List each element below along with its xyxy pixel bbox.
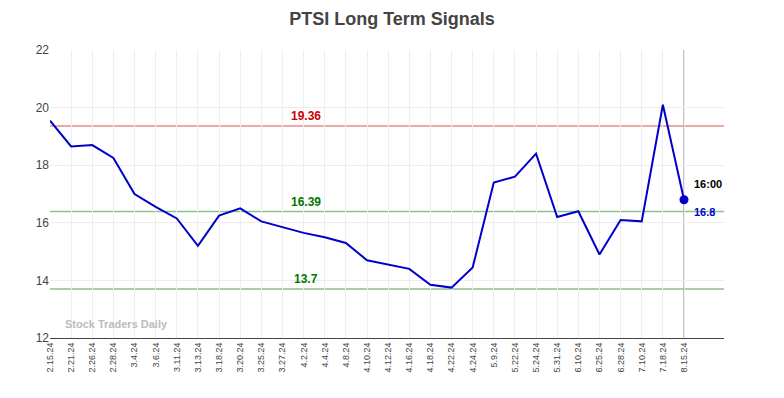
svg-text:16.8: 16.8 [694,206,715,218]
svg-text:3.13.24: 3.13.24 [193,343,203,373]
svg-text:2.26.24: 2.26.24 [87,343,97,373]
svg-text:5.31.24: 5.31.24 [552,343,562,373]
svg-text:3.4.24: 3.4.24 [129,343,139,368]
svg-text:4.22.24: 4.22.24 [446,343,456,373]
svg-text:7.10.24: 7.10.24 [637,343,647,373]
svg-text:16.39: 16.39 [291,195,321,209]
svg-text:4.16.24: 4.16.24 [404,343,414,373]
svg-text:7.18.24: 7.18.24 [658,343,668,373]
svg-text:8.15.24: 8.15.24 [679,343,689,373]
svg-text:5.9.24: 5.9.24 [489,343,499,368]
svg-text:13.7: 13.7 [294,272,318,286]
svg-text:4.10.24: 4.10.24 [362,343,372,373]
svg-text:12: 12 [36,331,50,345]
svg-text:4.4.24: 4.4.24 [320,343,330,368]
svg-text:18: 18 [36,158,50,172]
svg-text:4.12.24: 4.12.24 [383,343,393,373]
svg-text:2.28.24: 2.28.24 [108,343,118,373]
svg-text:3.20.24: 3.20.24 [235,343,245,373]
svg-text:20: 20 [36,101,50,115]
svg-text:4.2.24: 4.2.24 [299,343,309,368]
svg-text:Stock Traders Daily: Stock Traders Daily [65,318,168,330]
svg-text:6.28.24: 6.28.24 [616,343,626,373]
svg-text:PTSI Long Term Signals: PTSI Long Term Signals [289,9,495,29]
svg-text:5.22.24: 5.22.24 [510,343,520,373]
svg-text:14: 14 [36,274,50,288]
svg-text:3.11.24: 3.11.24 [172,343,182,372]
svg-text:2.15.24: 2.15.24 [45,343,55,373]
svg-text:16: 16 [36,216,50,230]
svg-text:4.24.24: 4.24.24 [468,343,478,373]
svg-text:4.18.24: 4.18.24 [425,343,435,373]
svg-text:6.10.24: 6.10.24 [573,343,583,373]
svg-text:2.21.24: 2.21.24 [66,343,76,373]
svg-text:3.25.24: 3.25.24 [256,343,266,373]
svg-text:6.25.24: 6.25.24 [594,343,604,373]
svg-text:4.8.24: 4.8.24 [341,343,351,368]
svg-text:3.18.24: 3.18.24 [214,343,224,373]
svg-text:16:00: 16:00 [694,178,722,190]
svg-text:5.24.24: 5.24.24 [531,343,541,373]
svg-text:19.36: 19.36 [291,109,321,123]
svg-text:3.27.24: 3.27.24 [277,343,287,373]
svg-text:22: 22 [36,43,50,57]
svg-text:3.6.24: 3.6.24 [151,343,161,368]
